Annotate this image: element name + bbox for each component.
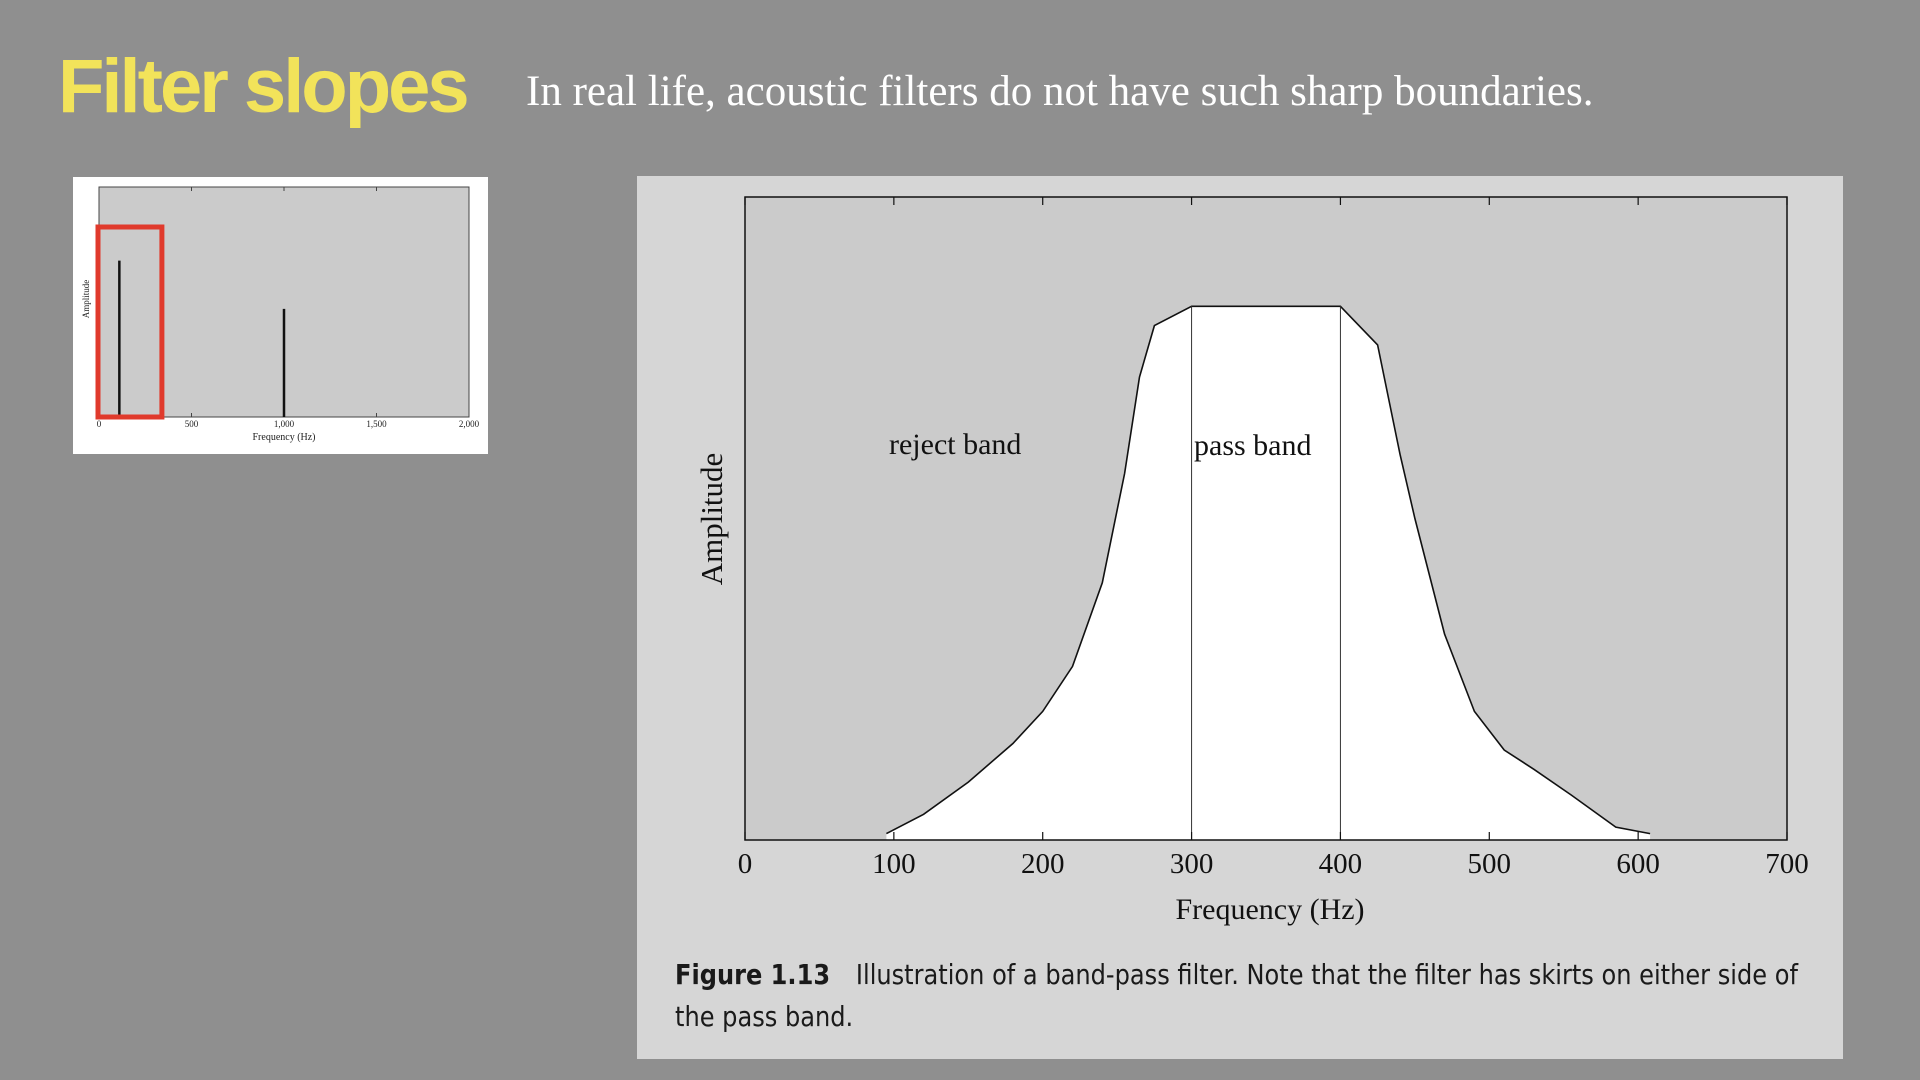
x-tick-label: 0 — [738, 848, 753, 880]
figure-caption: Figure 1.13 Illustration of a band-pass f… — [675, 954, 1808, 1038]
slide-title: Filter slopes — [58, 44, 470, 129]
thumbnail-chart-svg: 0 500 1,000 1,500 2,000 Frequency (Hz) Amplitu… — [81, 186, 480, 443]
x-tick-label: 500 — [1468, 848, 1512, 880]
thumb-x-tick-label: 0 — [97, 419, 102, 429]
thumb-x-tick-label: 500 — [185, 419, 199, 429]
x-tick-label: 400 — [1319, 848, 1363, 880]
thumb-x-tick-label: 1,500 — [366, 419, 387, 429]
thumb-x-axis-label: Frequency (Hz) — [252, 432, 315, 443]
band-pass-chart-svg: 0 100 200 300 400 500 600 700 Frequency (Hz) Ampl… — [694, 196, 1809, 926]
thumb-y-axis-label: Amplitude — [81, 280, 91, 319]
figure-number: Figure 1.13 — [675, 958, 831, 991]
x-tick-label: 100 — [872, 848, 916, 880]
y-axis-label: Amplitude — [694, 453, 729, 586]
thumbnail-chart: 0 500 1,000 1,500 2,000 Frequency (Hz) Amplitu… — [73, 177, 488, 454]
x-tick-label: 600 — [1616, 848, 1660, 880]
figure-caption-text: Illustration of a band-pass filter. Note… — [675, 958, 1798, 1033]
filter-area — [886, 306, 1651, 840]
filter-curve — [886, 305, 1651, 835]
thumb-x-tick-label: 2,000 — [459, 419, 480, 429]
pass-band-label: pass band — [1194, 429, 1311, 462]
x-axis-label: Frequency (Hz) — [1175, 893, 1364, 926]
slide-subtitle: In real life, acoustic filters do not ha… — [526, 68, 1594, 115]
plot-frame — [744, 196, 1788, 841]
x-tick-label: 300 — [1170, 848, 1214, 880]
thumb-highlight-box — [95, 224, 165, 420]
thumb-x-tick-label: 1,000 — [274, 419, 295, 429]
x-tick-label: 200 — [1021, 848, 1065, 880]
x-tick-label: 700 — [1765, 848, 1809, 880]
reject-band-label: reject band — [889, 428, 1021, 461]
figure-panel: 0 100 200 300 400 500 600 700 Frequency (Hz) Ampl… — [637, 176, 1843, 1059]
